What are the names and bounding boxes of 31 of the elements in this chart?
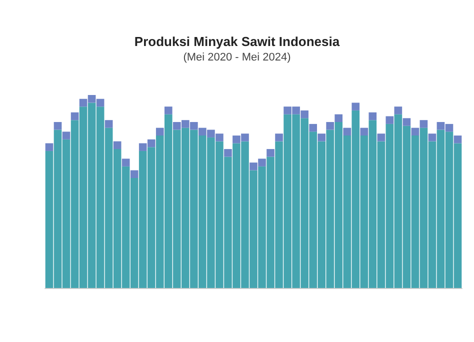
bar: [334, 114, 343, 122]
bar: [420, 120, 428, 128]
chart-title: Produksi Minyak Sawit Indonesia: [134, 34, 340, 49]
bar: [402, 118, 411, 126]
bar: [352, 102, 360, 110]
bar: [428, 134, 436, 142]
bar: [70, 112, 79, 120]
bar: [326, 122, 334, 130]
bar: [318, 134, 326, 142]
bar: [454, 136, 462, 144]
bar: [368, 112, 377, 120]
bar: [122, 158, 130, 166]
bar: [62, 132, 70, 140]
bar: [394, 106, 402, 114]
bar: [275, 134, 283, 142]
bar: [45, 143, 54, 151]
bar: [377, 134, 386, 142]
bar: [130, 170, 138, 178]
bar: [104, 120, 113, 128]
bar: [309, 124, 317, 132]
bar: [156, 128, 164, 136]
bar: [266, 149, 274, 157]
bar: [360, 128, 368, 136]
chart-subtitle: (Mei 2020 - Mei 2024): [183, 52, 291, 64]
bar: [224, 149, 232, 157]
bar: [113, 141, 122, 150]
bar: [54, 122, 62, 130]
bar: [164, 106, 172, 114]
bar: [386, 116, 394, 124]
bar: [343, 128, 352, 136]
bar: [411, 128, 420, 136]
